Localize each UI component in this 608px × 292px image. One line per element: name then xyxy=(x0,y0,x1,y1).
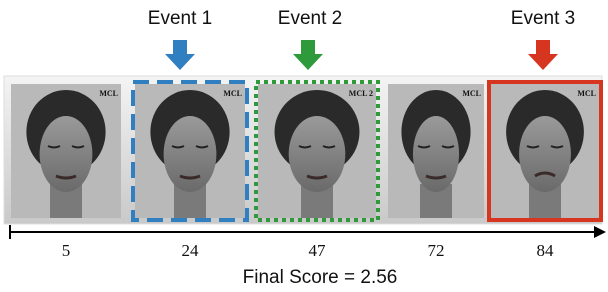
face-frame: MCL 2 xyxy=(256,82,378,220)
face xyxy=(40,116,93,192)
frames: MCL 5 MCL 24 MCL 2 47 MCL 72 MCL 84 xyxy=(11,82,601,260)
watermark: MCL xyxy=(223,89,242,98)
face xyxy=(289,116,346,192)
figure: Event 1 Event 2 Event 3 MCL 5 MCL 24 MCL 2 47… xyxy=(0,0,608,292)
event-arrow xyxy=(528,40,558,70)
event-label: Event 2 xyxy=(278,8,342,29)
timeline-arrowhead xyxy=(594,226,606,238)
face-frame: MCL xyxy=(489,82,601,220)
face-frame: MCL xyxy=(388,84,484,218)
frame-number: 24 xyxy=(182,241,200,260)
frame-number: 72 xyxy=(428,241,445,260)
face xyxy=(519,116,571,192)
watermark: MCL xyxy=(99,89,118,98)
event-arrow xyxy=(293,40,323,70)
event-label: Event 3 xyxy=(511,8,575,29)
face xyxy=(413,116,459,192)
face-frame: MCL xyxy=(133,82,247,220)
frame-number: 5 xyxy=(62,241,71,260)
face xyxy=(164,116,217,192)
frame-number: 47 xyxy=(309,241,327,260)
watermark: MCL xyxy=(462,89,481,98)
final-score: Final Score = 2.56 xyxy=(243,267,398,288)
event-label: Event 1 xyxy=(148,8,212,29)
frame-number: 84 xyxy=(537,241,555,260)
event-arrow xyxy=(165,40,195,70)
watermark: MCL 2 xyxy=(349,89,373,98)
face-frame: MCL xyxy=(11,84,121,218)
watermark: MCL xyxy=(577,89,596,98)
